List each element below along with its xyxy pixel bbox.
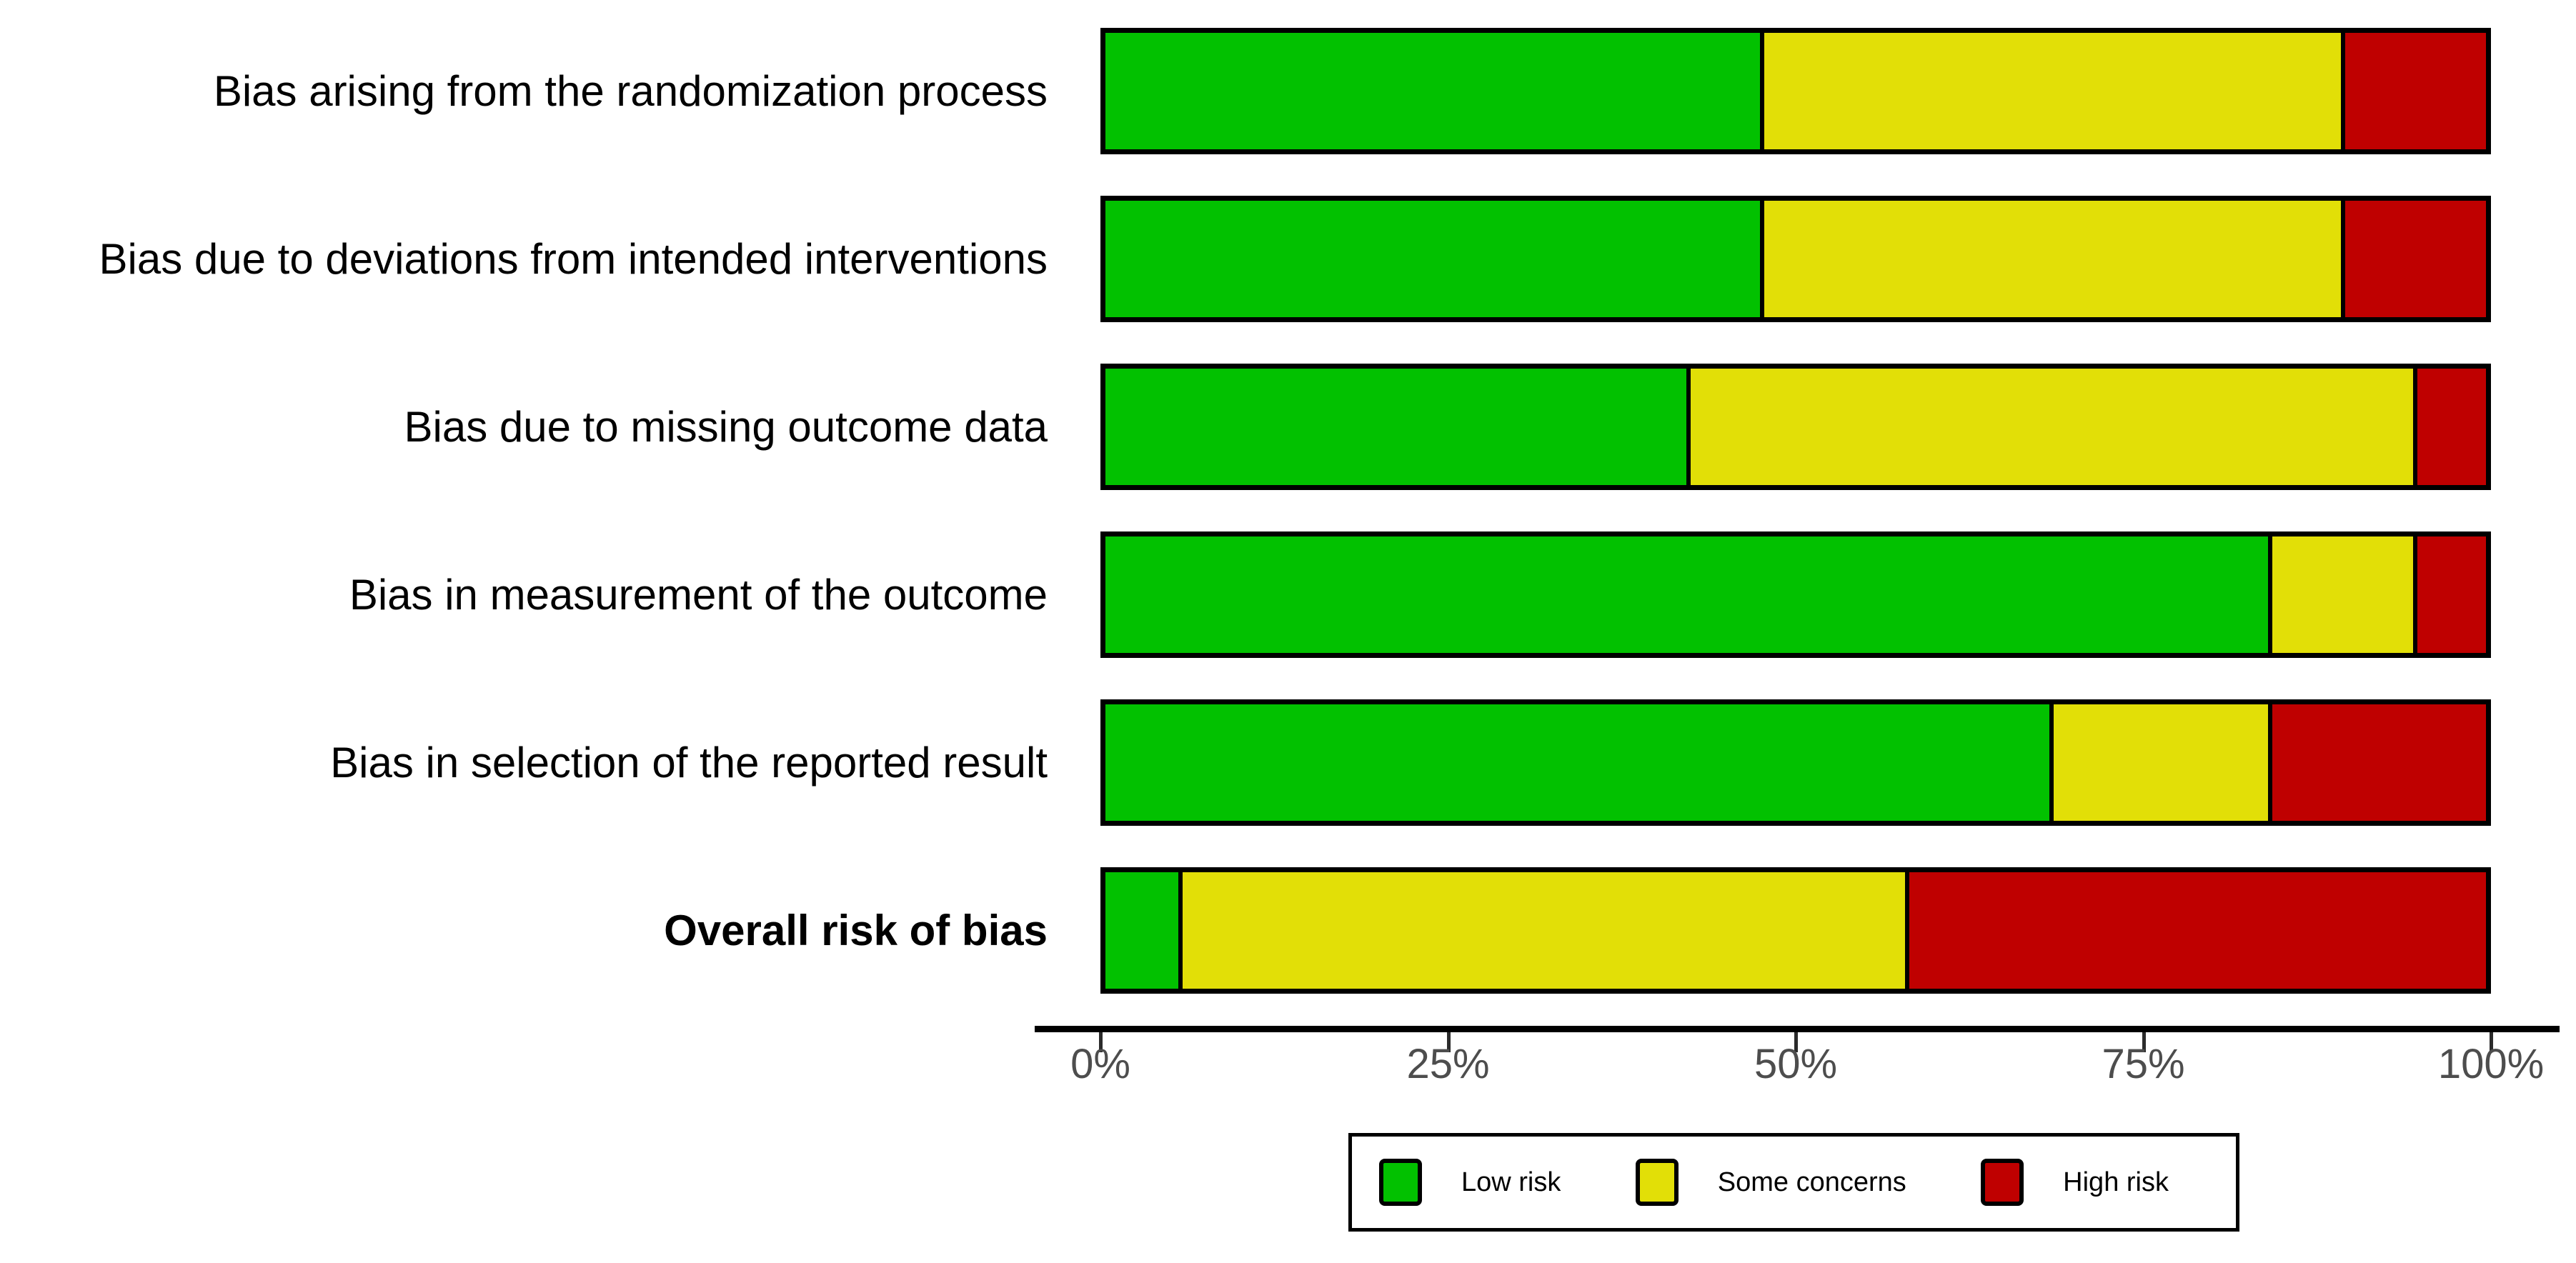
category-label-bias-due-to-deviations-from-intended-interventions: Bias due to deviations from intended int…	[99, 235, 1048, 283]
legend-label-some-concerns: Some concerns	[1717, 1167, 1906, 1197]
bar-segment-high-risk	[1904, 872, 2486, 989]
category-label-bias-arising-from-the-randomization-process: Bias arising from the randomization proc…	[213, 67, 1048, 115]
legend-key-low-risk	[1379, 1159, 1422, 1206]
x-axis-tick	[2142, 1032, 2146, 1052]
x-axis-tick	[1099, 1032, 1103, 1052]
x-axis-tick	[1794, 1032, 1798, 1052]
legend-label-low-risk: Low risk	[1461, 1167, 1561, 1197]
bar-segment-some-concerns	[1178, 872, 1905, 989]
bar-segment-some-concerns	[1759, 201, 2342, 317]
risk-bar-bias-in-selection-of-the-reported-result	[1100, 699, 2491, 826]
bar-segment-high-risk	[2267, 704, 2486, 821]
legend-key-some-concerns	[1635, 1159, 1679, 1206]
x-axis-tick-label-100-: 100%	[2437, 1041, 2545, 1087]
category-label-bias-in-selection-of-the-reported-result: Bias in selection of the reported result	[330, 739, 1048, 787]
bar-segment-some-concerns	[1686, 369, 2413, 485]
x-axis-tick-label-0-: 0%	[1070, 1041, 1130, 1087]
bar-segment-low-risk	[1105, 704, 2050, 821]
bar-segment-high-risk	[2412, 369, 2486, 485]
legend-box: Low risk Some concerns High risk	[1348, 1133, 2239, 1232]
risk-bar-bias-due-to-missing-outcome-data	[1100, 364, 2491, 490]
bar-segment-high-risk	[2412, 536, 2486, 653]
category-label-bias-due-to-missing-outcome-data: Bias due to missing outcome data	[404, 403, 1048, 451]
bar-segment-high-risk	[2341, 201, 2486, 317]
x-axis-line	[1035, 1026, 2560, 1032]
bar-segment-high-risk	[2341, 33, 2486, 149]
risk-bar-bias-in-measurement-of-the-outcome	[1100, 531, 2491, 658]
x-axis-tick-label-25-: 25%	[1406, 1041, 1490, 1087]
x-axis-tick	[1446, 1032, 1451, 1052]
bar-segment-some-concerns	[2049, 704, 2268, 821]
legend-item-high-risk: High risk	[1981, 1159, 2169, 1206]
bar-segment-some-concerns	[1759, 33, 2342, 149]
legend-label-high-risk: High risk	[2063, 1167, 2169, 1197]
risk-bar-bias-arising-from-the-randomization-process	[1100, 28, 2491, 154]
legend-item-low-risk: Low risk	[1379, 1159, 1561, 1206]
x-axis-tick-label-75-: 75%	[2102, 1041, 2185, 1087]
x-axis-tick-label-50-: 50%	[1754, 1041, 1838, 1087]
bar-segment-some-concerns	[2267, 536, 2413, 653]
bar-segment-low-risk	[1105, 33, 1760, 149]
legend-key-high-risk	[1981, 1159, 2024, 1206]
bar-segment-low-risk	[1105, 536, 2268, 653]
x-axis-tick	[2490, 1032, 2493, 1052]
legend-item-some-concerns: Some concerns	[1635, 1159, 1906, 1206]
category-label-bias-in-measurement-of-the-outcome: Bias in measurement of the outcome	[349, 571, 1048, 619]
category-label-overall-risk-of-bias: Overall risk of bias	[664, 907, 1048, 954]
risk-bar-bias-due-to-deviations-from-intended-interventions	[1100, 196, 2491, 322]
risk-bar-overall-risk-of-bias	[1100, 867, 2491, 994]
bar-segment-low-risk	[1105, 201, 1760, 317]
bar-segment-low-risk	[1105, 872, 1179, 989]
bar-segment-low-risk	[1105, 369, 1687, 485]
